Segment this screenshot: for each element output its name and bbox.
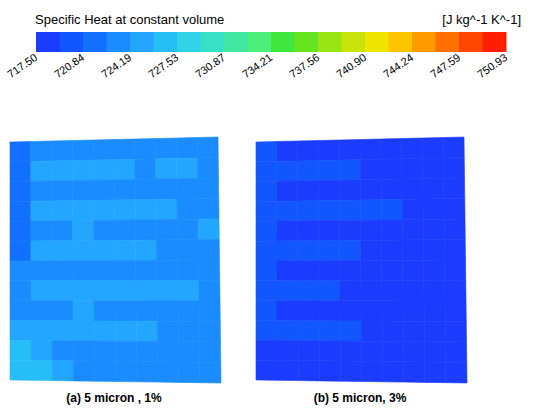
svg-text:[J kg^-1 K^-1]: [J kg^-1 K^-1] — [442, 12, 521, 27]
svg-text:734.21: 734.21 — [240, 51, 274, 80]
svg-text:737.56: 737.56 — [287, 51, 321, 80]
svg-text:744.24: 744.24 — [381, 51, 415, 80]
svg-text:750.93: 750.93 — [475, 51, 509, 80]
svg-text:(a) 5 micron , 1%: (a) 5 micron , 1% — [66, 391, 162, 405]
svg-text:740.90: 740.90 — [334, 51, 368, 80]
svg-text:724.19: 724.19 — [99, 51, 133, 80]
svg-text:(b) 5 micron, 3%: (b) 5 micron, 3% — [314, 391, 407, 405]
svg-text:Specific Heat at constant volu: Specific Heat at constant volume — [35, 12, 224, 27]
svg-text:727.53: 727.53 — [146, 51, 180, 80]
svg-text:717.50: 717.50 — [5, 51, 39, 80]
svg-text:720.84: 720.84 — [52, 51, 86, 80]
svg-text:747.59: 747.59 — [428, 51, 462, 80]
svg-text:730.87: 730.87 — [193, 51, 227, 80]
